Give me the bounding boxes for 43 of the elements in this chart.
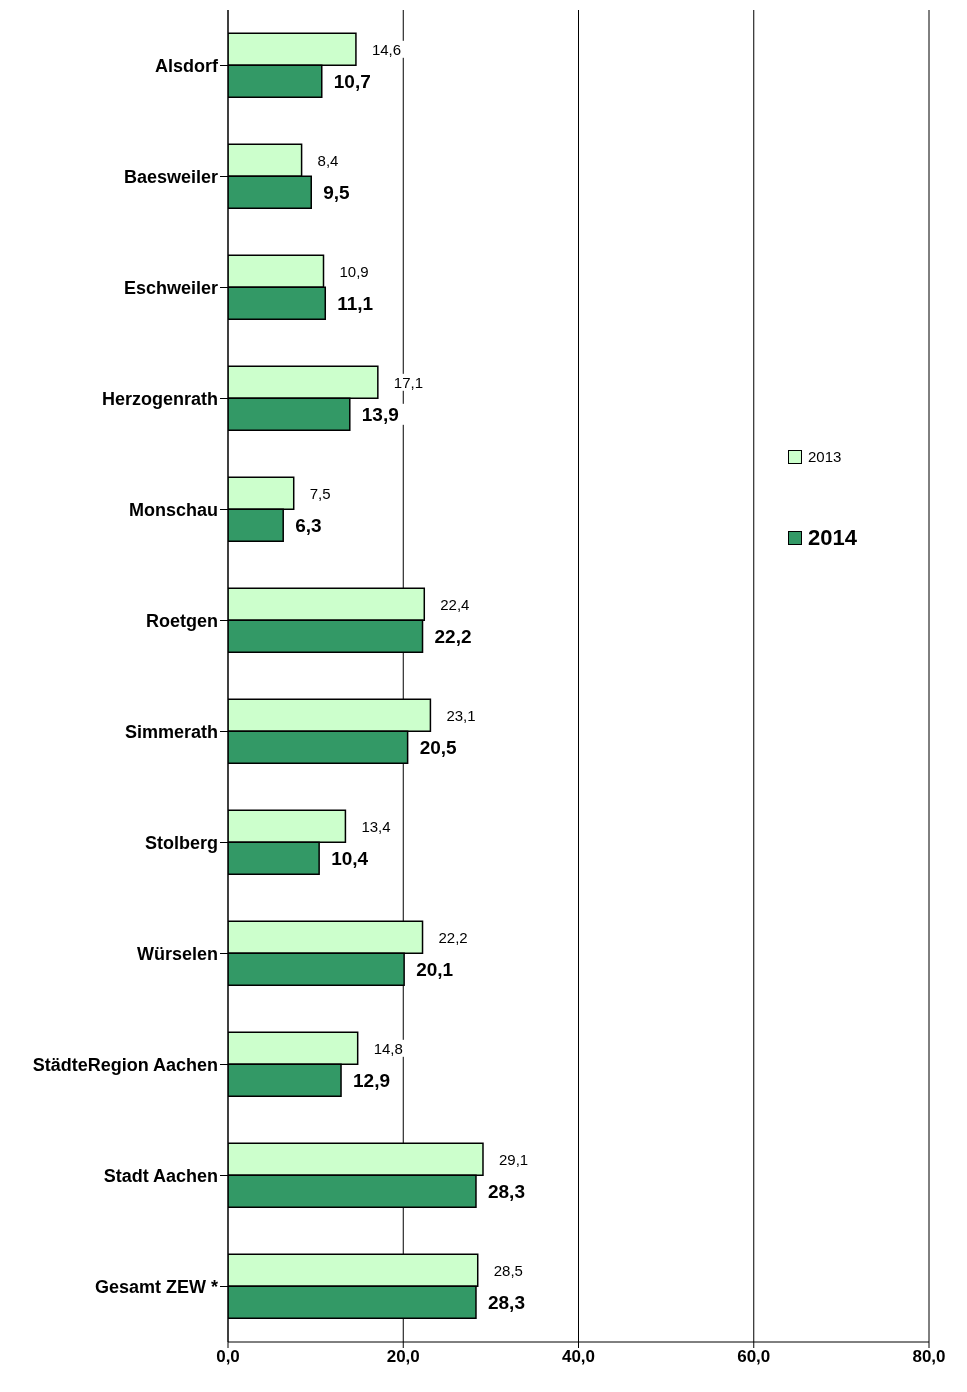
- data-label: 20,5: [419, 736, 458, 758]
- data-label: 8,4: [317, 151, 339, 169]
- y-tick-label: Eschweiler: [123, 277, 218, 298]
- data-label: 13,9: [361, 403, 399, 425]
- data-label: 28,3: [487, 1291, 525, 1313]
- x-tick-label: 80,0: [912, 1347, 946, 1367]
- y-tick-label: Alsdorf: [155, 55, 220, 76]
- data-label: 22,2: [438, 928, 468, 946]
- data-label: 14,8: [373, 1039, 403, 1057]
- legend-label: 2013: [808, 448, 842, 465]
- data-label: 17,1: [393, 373, 424, 391]
- data-label: 13,4: [361, 817, 391, 835]
- data-label: 20,1: [416, 958, 454, 980]
- x-tick-label: 60,0: [737, 1347, 771, 1367]
- y-tick-label: StädteRegion Aachen: [32, 1054, 218, 1075]
- x-tick-label: 20,0: [386, 1347, 420, 1367]
- y-tick-label: Simmerath: [124, 721, 218, 742]
- data-label: 9,5: [323, 181, 351, 203]
- data-label: 10,7: [333, 70, 371, 92]
- y-tick-label: Stolberg: [144, 832, 218, 853]
- data-label: 14,6: [371, 40, 402, 58]
- legend-label: 2014: [808, 525, 857, 551]
- data-label: 12,9: [353, 1069, 391, 1091]
- data-label: 10,4: [331, 847, 369, 869]
- x-tick-label: 0,0: [216, 1347, 240, 1367]
- data-label: 6,3: [295, 514, 322, 536]
- y-tick-label: Stadt Aachen: [103, 1165, 218, 1186]
- y-tick-label: Baesweiler: [123, 166, 218, 187]
- data-label: 23,1: [446, 706, 476, 724]
- y-tick-label: Monschau: [128, 499, 218, 520]
- data-label: 7,5: [309, 484, 331, 502]
- x-tick-label: 40,0: [561, 1347, 596, 1367]
- data-label: 29,1: [498, 1150, 529, 1168]
- data-label: 22,2: [434, 625, 472, 647]
- data-label: 28,3: [487, 1180, 525, 1202]
- y-tick-label: Herzogenrath: [101, 388, 218, 409]
- data-label: 10,9: [339, 262, 369, 280]
- y-tick-label: Würselen: [136, 943, 218, 964]
- data-label: 11,1: [337, 292, 374, 314]
- y-tick-label: Gesamt ZEW *: [94, 1276, 218, 1297]
- data-label: 28,5: [493, 1261, 523, 1279]
- data-label: 22,4: [440, 595, 470, 613]
- y-tick-label: Roetgen: [146, 610, 218, 631]
